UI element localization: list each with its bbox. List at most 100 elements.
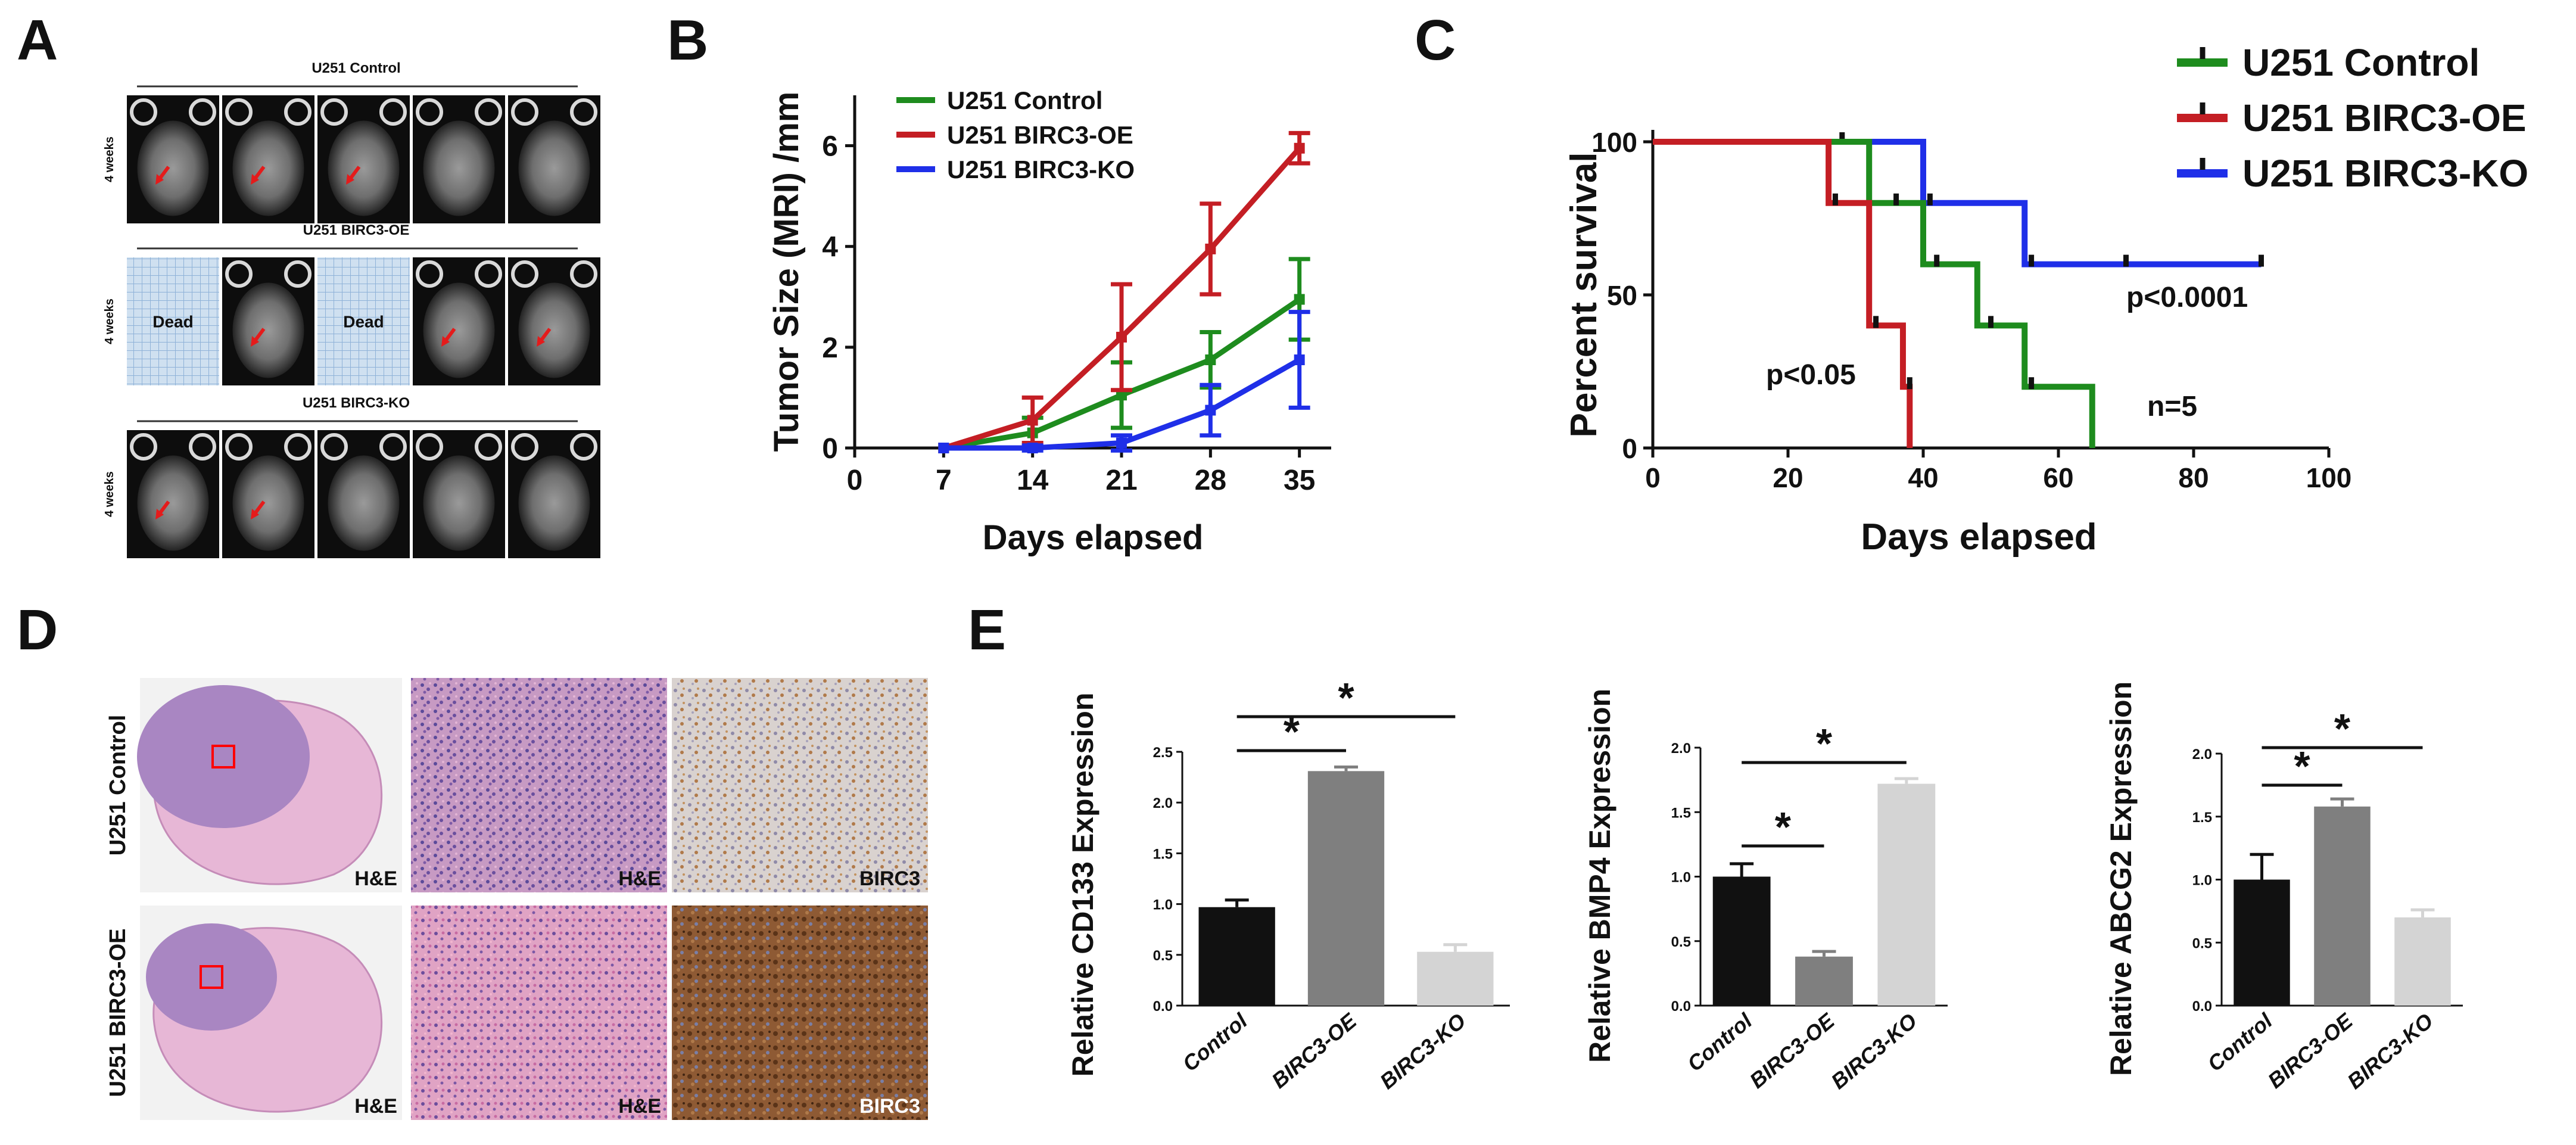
mri-eye: [320, 98, 348, 126]
significance-star: *: [2294, 743, 2310, 789]
dead-label: Dead: [343, 313, 384, 331]
y-tick-label: 0: [1622, 433, 1637, 464]
stain-label: H&E: [618, 867, 661, 890]
ihc-image: [672, 678, 928, 892]
pvalue-oe: p<0.05: [1766, 359, 1856, 391]
survival-curve: [1653, 139, 2095, 448]
x-axis-title: Days elapsed: [983, 518, 1204, 557]
he-zoom-image: [411, 906, 667, 1120]
panel-letter-d: D: [17, 598, 58, 662]
tumor-region: [146, 923, 277, 1031]
timepoint-label: 4 weeks: [103, 471, 116, 517]
mri-brain: [423, 120, 495, 216]
y-tick-label: 1.5: [2192, 810, 2212, 826]
mri-brain: [232, 120, 304, 216]
tumor-arrow: [253, 166, 266, 180]
mri-brain: [328, 455, 400, 551]
x-tick-label: 40: [1908, 462, 1938, 493]
stain-label: H&E: [618, 1095, 661, 1118]
y-tick-label: 1.0: [2192, 873, 2212, 889]
category-label: BIRC3-KO: [2343, 1009, 2438, 1094]
significance-star: *: [2334, 705, 2351, 752]
mri-eye: [189, 433, 216, 461]
mri-eye: [320, 433, 348, 461]
data-point: [1116, 437, 1127, 449]
mri-eye: [225, 98, 253, 126]
bar: [1307, 771, 1385, 1006]
mri-eye: [570, 433, 597, 461]
mri-eye: [511, 260, 538, 288]
bar: [1417, 951, 1494, 1006]
category-label: BIRC3-OE: [1267, 1008, 1362, 1093]
ihc-image: [672, 906, 928, 1120]
y-axis-title: Relative CD133 Expression: [1066, 693, 1099, 1077]
stain-label: H&E: [354, 1095, 397, 1118]
mri-eye: [225, 260, 253, 288]
mri-brain: [232, 282, 304, 378]
mri-eye: [475, 433, 502, 461]
y-tick-label: 0.0: [1671, 998, 1691, 1015]
data-point: [1205, 243, 1216, 254]
y-tick-label: 0.0: [2192, 998, 2212, 1015]
category-label: BIRC3-KO: [1375, 1009, 1471, 1094]
tumor-arrow-head: [251, 509, 259, 519]
y-axis-title: Relative BMP4 Expression: [1583, 689, 1616, 1063]
y-tick-label: 100: [1591, 127, 1637, 158]
mri-eye: [416, 433, 443, 461]
bar: [2234, 879, 2290, 1006]
mri-eye: [284, 260, 312, 288]
y-tick-label: 4: [822, 232, 838, 263]
legend-label: U251 BIRC3-OE: [2242, 97, 2527, 139]
tumor-size-chart: 0 2 4 6 0 7 14 21 28 35 Days elapsed Tumor Size (MR…: [767, 86, 1331, 557]
dead-label: Dead: [152, 313, 193, 331]
tumor-arrow: [158, 166, 170, 180]
mri-eye: [570, 260, 597, 288]
stain-label: BIRC3: [859, 1095, 920, 1118]
he-zoom-image: [411, 678, 667, 892]
y-tick-label: 0.5: [1153, 948, 1173, 964]
sample-size: n=5: [2147, 391, 2197, 422]
mri-brain: [518, 455, 590, 551]
dead-placeholder: [317, 257, 410, 385]
mri-eye: [511, 98, 538, 126]
tumor-arrow-head: [251, 336, 259, 347]
tumor-region: [137, 685, 310, 828]
x-tick-label: 14: [1017, 465, 1049, 496]
significance-star: *: [1816, 720, 1833, 767]
y-tick-label: 6: [822, 131, 838, 163]
bar: [1198, 907, 1275, 1006]
mri-eye: [130, 98, 157, 126]
y-tick-label: 1.0: [1671, 870, 1691, 886]
bar: [1712, 876, 1771, 1006]
timepoint-label: 4 weeks: [103, 298, 116, 344]
pvalue-ko: p<0.0001: [2126, 282, 2248, 313]
data-point: [1294, 294, 1305, 305]
panel-letter-e: E: [968, 598, 1006, 662]
y-tick-label: 1.5: [1671, 805, 1691, 821]
bar: [2394, 917, 2451, 1006]
data-point: [938, 443, 949, 453]
data-point: [1205, 405, 1216, 416]
y-tick-label: 1.5: [1153, 846, 1173, 862]
data-point: [1027, 443, 1038, 453]
x-axis-title: Days elapsed: [1861, 517, 2097, 558]
mri-eye: [511, 433, 538, 461]
x-tick-label: 60: [2043, 462, 2073, 493]
mri-eye: [130, 433, 157, 461]
data-point: [1294, 354, 1305, 365]
x-tick-label: 20: [1773, 462, 1803, 493]
category-label: BIRC3-OE: [1745, 1008, 1840, 1093]
x-tick-label: 80: [2178, 462, 2209, 493]
mri-eye: [475, 98, 502, 126]
significance-star: *: [1775, 804, 1792, 850]
y-tick-label: 2.5: [1153, 745, 1173, 761]
mri-eye: [284, 98, 312, 126]
mri-brain: [518, 120, 590, 216]
bar: [2314, 806, 2371, 1006]
y-axis-title: Tumor Size (MRI) /mm: [767, 92, 806, 452]
x-tick-label: 7: [936, 465, 952, 496]
data-point: [1116, 390, 1127, 401]
mri-eye: [225, 433, 253, 461]
